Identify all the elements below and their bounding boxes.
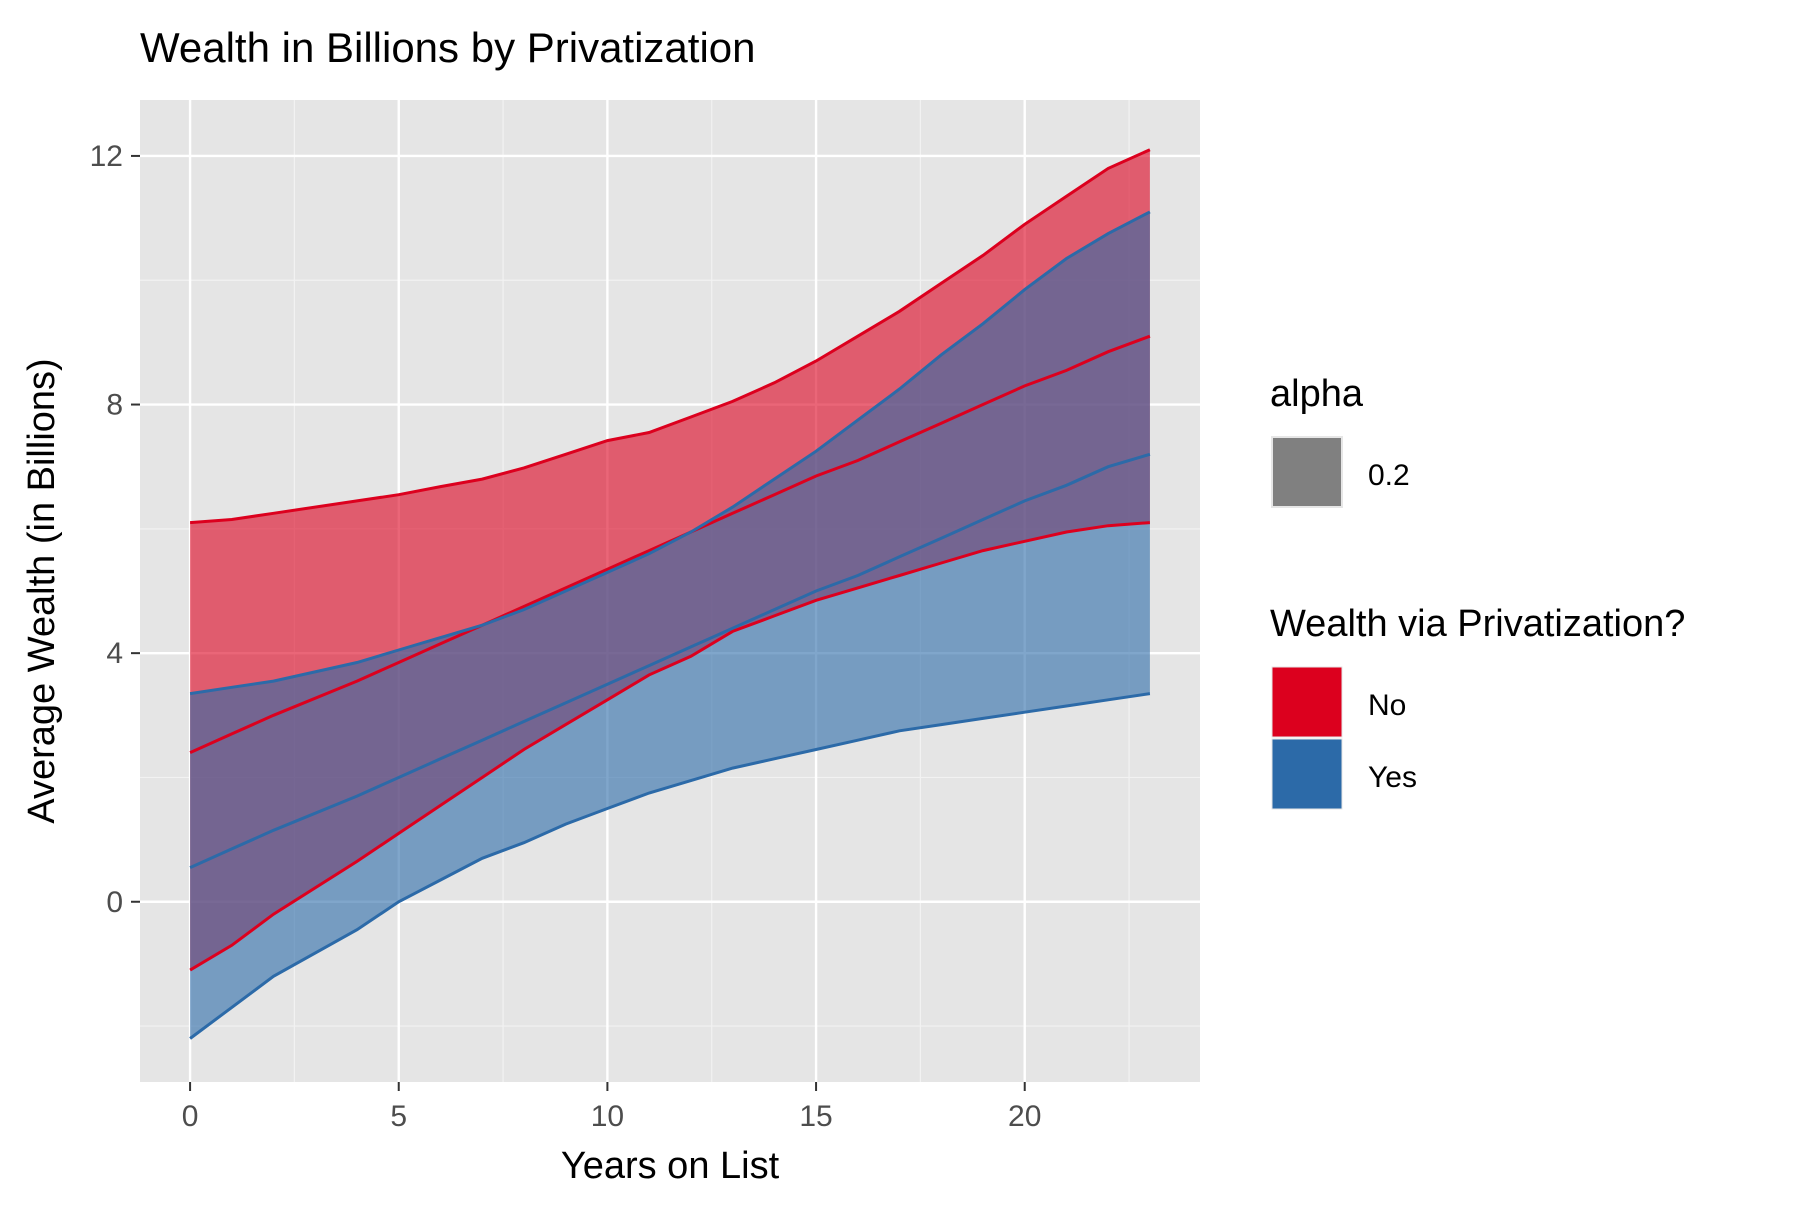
x-tick-label: 5	[390, 1100, 407, 1133]
y-tick-label: 4	[106, 637, 123, 670]
lower-bound-line-yes	[189, 692, 1151, 1040]
chart-title: Wealth in Billions by Privatization	[140, 24, 756, 71]
legend-key-no	[1271, 666, 1343, 738]
legend-label-yes: Yes	[1368, 761, 1417, 794]
fit-line-yes	[189, 452, 1151, 869]
legend-alpha-title: alpha	[1270, 373, 1364, 415]
axis-layer: 0 5 10 15 20 0 4 8 12	[90, 140, 1042, 1133]
upper-bound-line-no	[189, 148, 1151, 525]
upper-bound-line-yes	[189, 210, 1151, 696]
x-tick-label: 20	[1008, 1100, 1041, 1133]
legend-key-yes	[1271, 738, 1343, 810]
legend-fill-title: Wealth via Privatization?	[1270, 603, 1685, 645]
y-tick-label: 0	[106, 886, 123, 919]
legend-alpha-label: 0.2	[1368, 459, 1410, 492]
legend-alpha: alpha 0.2	[1270, 373, 1410, 508]
y-axis-title: Average Wealth (in Billions)	[21, 358, 63, 823]
x-tick-label: 15	[799, 1100, 832, 1133]
legend-fill: Wealth via Privatization? No Yes	[1270, 603, 1685, 810]
x-axis-title: Years on List	[561, 1145, 780, 1187]
y-tick-label: 8	[106, 389, 123, 422]
y-tick-label: 12	[90, 140, 123, 173]
line-layer	[189, 148, 1151, 1040]
legend-label-no: No	[1368, 689, 1406, 722]
lower-bound-line-no	[189, 521, 1151, 972]
x-tick-label: 0	[182, 1100, 199, 1133]
x-tick-label: 10	[591, 1100, 624, 1133]
confidence-band-yes	[190, 211, 1150, 1039]
legend-alpha-key	[1271, 436, 1343, 508]
